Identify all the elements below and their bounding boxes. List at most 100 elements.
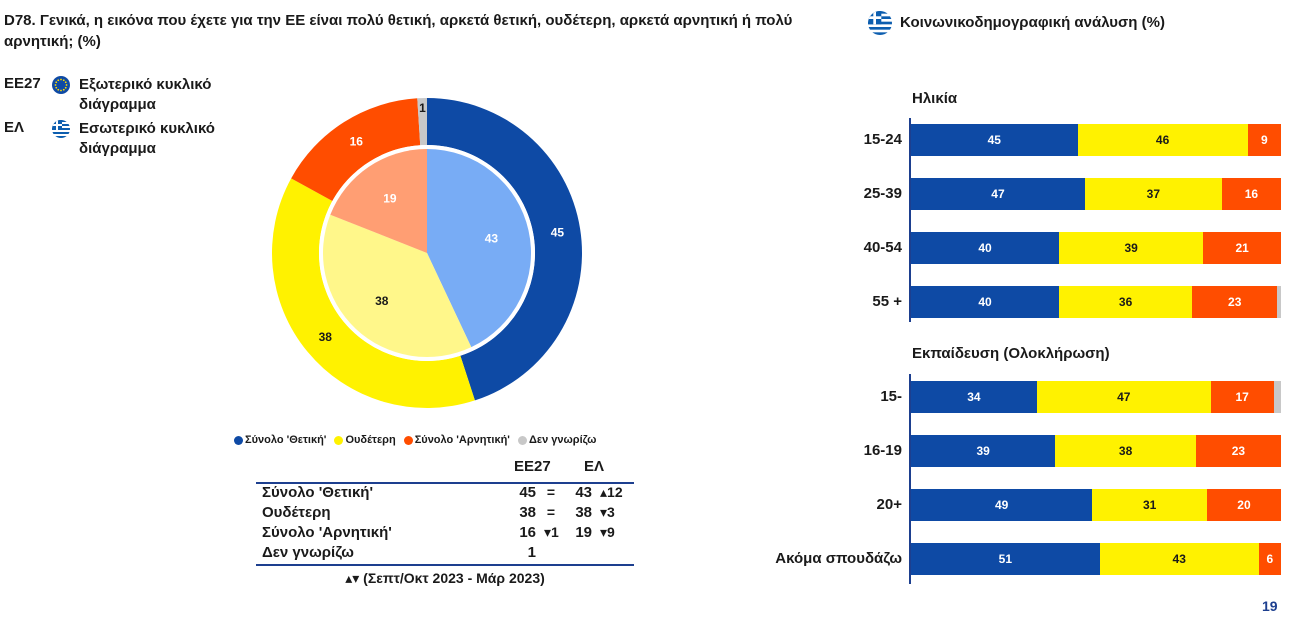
negative-segment: 23 bbox=[1192, 286, 1278, 318]
positive-segment: 39 bbox=[911, 435, 1056, 467]
ring-legend-code: ΕΕ27 bbox=[4, 75, 41, 92]
pie-legend-label: Δεν γνωρίζω bbox=[528, 434, 597, 446]
row-label: Σύνολο 'Αρνητική' bbox=[262, 524, 392, 541]
stacked-bar: 49 31 20 bbox=[911, 489, 1281, 521]
table-row: Σύνολο 'Θετική' 45 = 43 ▴12 bbox=[256, 484, 634, 504]
eu-trend: = bbox=[546, 484, 556, 500]
bar-row-label: 55 + bbox=[872, 293, 902, 310]
outer-slice-label: 38 bbox=[319, 330, 333, 344]
el-value: 43 bbox=[575, 484, 592, 501]
chart-title: D78. Γενικά, η εικόνα που έχετε για την … bbox=[4, 12, 793, 50]
positive-segment: 45 bbox=[911, 124, 1078, 156]
eu-value: 38 bbox=[519, 504, 536, 521]
positive-segment: 40 bbox=[911, 232, 1059, 264]
ring-separator bbox=[319, 145, 535, 361]
neutral-segment: 47 bbox=[1036, 381, 1211, 413]
comparison-table: ΕΕ27 ΕΛ Σύνολο 'Θετική' 45 = 43 ▴12 Ουδέ… bbox=[256, 458, 634, 587]
group-title: Ηλικία bbox=[912, 90, 958, 107]
axis-line bbox=[909, 374, 911, 584]
el-trend: ▾9 bbox=[600, 524, 615, 540]
bar-row-label: 40-54 bbox=[863, 239, 902, 256]
positive-segment: 47 bbox=[911, 178, 1085, 210]
el-trend: ▾3 bbox=[600, 504, 615, 520]
pie-legend-item: Σύνολο 'Αρνητική' bbox=[403, 434, 510, 446]
eu-trend: = bbox=[546, 504, 556, 520]
inner-slice-label: 19 bbox=[383, 191, 397, 205]
trend-footnote: ▴▾ (Σεπτ/Οκτ 2023 - Μάρ 2023) bbox=[345, 570, 545, 586]
pie-legend-label: Σύνολο 'Θετική' bbox=[245, 434, 327, 446]
inner-ring: 43 38 19 bbox=[322, 149, 531, 358]
neutral-segment: 31 bbox=[1092, 489, 1207, 521]
donut-chart: 45 38 16 1 43 38 19 bbox=[272, 98, 582, 408]
legend-swatch bbox=[403, 435, 413, 445]
outer-slice-3 bbox=[417, 98, 427, 146]
ring-legend-text: Εσωτερικό κυκλικό διάγραμμα bbox=[79, 120, 215, 157]
inner-slice-2 bbox=[330, 149, 427, 253]
header-eu: ΕΕ27 bbox=[514, 458, 551, 475]
neutral-segment: 37 bbox=[1084, 178, 1222, 210]
stacked-bar: 40 39 21 bbox=[911, 232, 1281, 264]
outer-slice-0 bbox=[427, 98, 582, 401]
dont-know-segment bbox=[1277, 286, 1281, 318]
bar-row-label: 15-24 bbox=[863, 131, 902, 148]
pie-legend-item: Ουδέτερη bbox=[334, 434, 396, 446]
page-number: 19 bbox=[1262, 598, 1278, 614]
header-el: ΕΛ bbox=[584, 458, 605, 475]
negative-segment: 23 bbox=[1195, 435, 1281, 467]
legend-swatch bbox=[517, 435, 527, 445]
inner-slice-1 bbox=[322, 214, 472, 358]
stacked-bar: 40 36 23 bbox=[911, 286, 1281, 318]
negative-segment: 20 bbox=[1206, 489, 1281, 521]
bar-row-label: 16-19 bbox=[863, 442, 902, 459]
neutral-segment: 46 bbox=[1077, 124, 1248, 156]
pie-legend-label: Ουδέτερη bbox=[345, 434, 396, 446]
greek-flag-icon bbox=[52, 120, 70, 138]
negative-segment: 17 bbox=[1210, 381, 1274, 413]
stacked-bar: 39 38 23 bbox=[911, 435, 1281, 467]
row-label: Δεν γνωρίζω bbox=[262, 544, 354, 561]
outer-slice-label: 1 bbox=[419, 101, 426, 115]
negative-segment: 9 bbox=[1247, 124, 1281, 156]
table-row: Δεν γνωρίζω 1 bbox=[256, 544, 634, 564]
el-trend: ▴12 bbox=[600, 484, 623, 500]
stacked-bar: 47 37 16 bbox=[911, 178, 1281, 210]
neutral-segment: 39 bbox=[1059, 232, 1204, 264]
pie-legend-item: Δεν γνωρίζω bbox=[517, 434, 597, 446]
inner-slice-label: 38 bbox=[375, 294, 389, 308]
stacked-bar: 34 47 17 bbox=[911, 381, 1281, 413]
breakdown-title: Κοινωνικοδημογραφική ανάλυση (%) bbox=[900, 14, 1165, 31]
axis-line bbox=[909, 118, 911, 322]
table-row: Ουδέτερη 38 = 38 ▾3 bbox=[256, 504, 634, 524]
positive-segment: 49 bbox=[911, 489, 1093, 521]
legend-swatch bbox=[334, 435, 344, 445]
negative-segment: 6 bbox=[1258, 543, 1281, 575]
eu-value: 16 bbox=[519, 524, 536, 541]
el-value: 38 bbox=[575, 504, 592, 521]
legend-swatch bbox=[234, 435, 243, 445]
group-title: Εκπαίδευση (Ολοκλήρωση) bbox=[912, 345, 1110, 362]
row-label: Ουδέτερη bbox=[262, 504, 331, 521]
negative-segment: 16 bbox=[1221, 178, 1281, 210]
neutral-segment: 36 bbox=[1059, 286, 1193, 318]
stacked-bar: 45 46 9 bbox=[911, 124, 1281, 156]
dont-know-segment bbox=[1273, 381, 1281, 413]
ring-legend-code: ΕΛ bbox=[4, 119, 25, 136]
stacked-bar: 51 43 6 bbox=[911, 543, 1281, 575]
greek-flag-icon bbox=[868, 11, 892, 35]
neutral-segment: 43 bbox=[1099, 543, 1259, 575]
row-label: Σύνολο 'Θετική' bbox=[262, 484, 374, 501]
table-row: Σύνολο 'Αρνητική' 16 ▾1 19 ▾9 bbox=[256, 524, 634, 544]
bar-row-label: Ακόμα σπουδάζω bbox=[775, 550, 902, 567]
positive-segment: 40 bbox=[911, 286, 1059, 318]
negative-segment: 21 bbox=[1203, 232, 1281, 264]
outer-slice-label: 16 bbox=[350, 135, 364, 149]
table-header: ΕΕ27 ΕΛ bbox=[256, 458, 634, 482]
outer-slice-2 bbox=[291, 98, 421, 201]
eu-flag-icon bbox=[52, 76, 70, 94]
neutral-segment: 38 bbox=[1055, 435, 1196, 467]
eu-value: 45 bbox=[519, 484, 536, 501]
outer-slice-1 bbox=[272, 178, 475, 408]
pie-legend-item: Σύνολο 'Θετική' bbox=[234, 434, 326, 446]
positive-segment: 34 bbox=[911, 381, 1037, 413]
bar-row-label: 25-39 bbox=[863, 185, 902, 202]
